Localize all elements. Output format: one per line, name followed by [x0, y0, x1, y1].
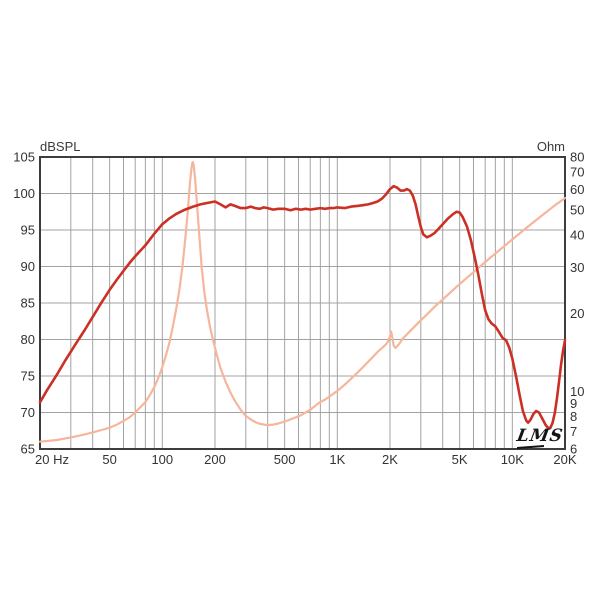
left-axis-tick-label: 85: [21, 296, 35, 311]
spl-curve: [38, 184, 567, 430]
right-axis-tick-label: 80: [570, 150, 584, 165]
left-axis-tick-label: 70: [21, 405, 35, 420]
x-axis-tick-label: 50: [102, 452, 116, 467]
x-axis-tick-label: 1K: [329, 452, 345, 467]
right-axis-title: Ohm: [536, 139, 565, 154]
x-axis-tick-label: 10K: [501, 452, 524, 467]
left-axis-tick-label: 65: [21, 442, 35, 457]
x-axis-tick-label: 20 Hz: [35, 452, 69, 467]
right-axis-tick-label: 6: [570, 442, 577, 457]
right-axis-tick-label: 70: [570, 165, 584, 180]
plot-frame: [39, 156, 566, 450]
x-axis-tick-label: 500: [274, 452, 296, 467]
lms-logo: LMS: [515, 426, 565, 446]
right-axis-tick-label: 7: [570, 424, 577, 439]
x-axis-tick-label: 2K: [382, 452, 398, 467]
right-axis-tick-label: 8: [570, 409, 577, 424]
left-axis-title: dBSPL: [40, 139, 81, 154]
left-axis-tick-label: 100: [13, 186, 35, 201]
left-axis-tick-label: 105: [13, 150, 35, 165]
impedance-curve: [38, 160, 567, 443]
left-axis-tick-label: 75: [21, 369, 35, 384]
left-axis-tick-label: 90: [21, 259, 35, 274]
right-axis-tick-label: 50: [570, 202, 584, 217]
x-axis-tick-label: 20K: [553, 452, 576, 467]
x-axis-tick-label: 100: [151, 452, 173, 467]
right-axis-tick-label: 60: [570, 182, 584, 197]
left-axis-tick-label: 80: [21, 332, 35, 347]
right-axis-tick-label: 40: [570, 228, 584, 243]
right-axis-tick-label: 9: [570, 396, 577, 411]
right-axis-tick-label: 10: [570, 384, 584, 399]
right-axis-tick-label: 20: [570, 306, 584, 321]
x-axis-tick-label: 200: [204, 452, 226, 467]
left-axis-tick-label: 95: [21, 223, 35, 238]
x-axis-tick-label: 5K: [452, 452, 468, 467]
right-axis-tick-label: 30: [570, 260, 584, 275]
